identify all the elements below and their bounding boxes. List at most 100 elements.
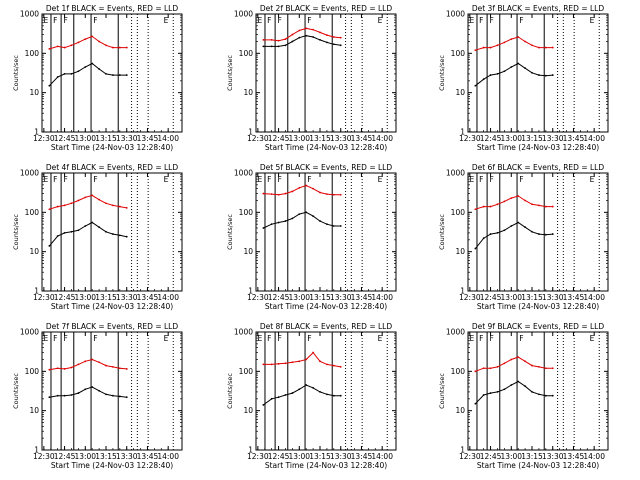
y-axis-label: Counts/sec <box>438 214 446 250</box>
x-tick-label: 13:45 <box>351 134 373 143</box>
data-point-events <box>125 235 128 238</box>
flag-label: F <box>93 334 97 343</box>
y-tick-label: 1 <box>34 446 39 455</box>
data-point-lld <box>91 194 94 197</box>
plot-frame <box>255 172 397 292</box>
y-axis-label: Counts/sec <box>226 214 234 250</box>
x-tick-label: 12:45 <box>268 134 290 143</box>
data-point-events <box>538 74 540 76</box>
panel-det-6: Det 6f BLACK = Events, RED = LLD 1 10 100 10… <box>438 163 609 311</box>
data-point-lld <box>496 365 499 368</box>
data-point-events <box>305 384 308 386</box>
plot-frame <box>467 331 609 451</box>
flag-label: E <box>469 175 474 184</box>
flag-label: F <box>519 16 523 25</box>
x-tick-label: 12:30 <box>247 293 269 302</box>
series-line-events <box>475 62 553 87</box>
x-tick-label: 12:45 <box>480 293 502 302</box>
data-point-lld <box>298 29 301 32</box>
data-point-events <box>270 45 273 48</box>
data-point-events <box>77 392 80 394</box>
data-point-events <box>339 44 342 47</box>
data-point-lld <box>277 362 280 365</box>
data-point-events <box>474 84 477 87</box>
data-point-events <box>56 394 59 397</box>
flag-label: F <box>307 16 311 25</box>
data-point-lld <box>305 184 308 187</box>
x-tick-label: 12:45 <box>480 452 502 461</box>
data-point-lld <box>312 351 315 354</box>
data-point-events <box>291 217 294 220</box>
x-tick-label: 12:45 <box>480 134 502 143</box>
y-tick-label: 1 <box>460 287 465 296</box>
data-point-lld <box>84 360 87 363</box>
flag-label: F <box>277 175 281 184</box>
data-point-events <box>319 220 321 222</box>
flag-label: E <box>378 175 383 184</box>
data-point-lld <box>70 202 73 205</box>
data-point-lld <box>496 203 499 206</box>
data-point-lld <box>98 198 101 201</box>
x-tick-label: 13:15 <box>521 452 543 461</box>
x-tick-label: 13:30 <box>116 293 138 302</box>
data-point-events <box>84 66 87 68</box>
x-tick-label: 13:15 <box>521 293 543 302</box>
data-point-lld <box>544 367 547 370</box>
y-tick-label: 10 <box>455 88 465 97</box>
x-tick-label: 13:45 <box>137 134 159 143</box>
y-axis-label: Counts/sec <box>438 373 446 409</box>
series-line-events <box>263 384 341 406</box>
flag-label: F <box>63 175 67 184</box>
data-point-events <box>118 395 121 398</box>
data-point-lld <box>319 360 321 363</box>
data-point-lld <box>489 205 492 208</box>
flag-label: F <box>267 334 271 343</box>
plot-frame <box>41 13 183 133</box>
data-point-events <box>118 74 121 76</box>
data-point-events <box>544 74 547 77</box>
series-line-events <box>475 221 553 249</box>
series-line-lld <box>475 356 553 372</box>
x-axis-label: Start Time (24-Nov-03 12:28:40) <box>265 143 387 152</box>
data-point-lld <box>339 193 342 196</box>
x-tick-label: 12:30 <box>459 452 481 461</box>
data-point-events <box>339 225 342 227</box>
plot-frame <box>255 13 397 133</box>
data-point-lld <box>517 36 520 38</box>
data-point-events <box>262 404 265 406</box>
data-point-lld <box>332 193 335 196</box>
data-point-events <box>551 74 554 76</box>
plot-frame <box>467 13 609 133</box>
flag-label: E <box>257 16 262 25</box>
x-tick-label: 12:45 <box>54 134 76 143</box>
panel-det-2: Det 2f BLACK = Events, RED = LLD 1 10 100 10… <box>226 4 397 152</box>
data-point-lld <box>312 28 315 31</box>
y-tick-label: 1000 <box>446 169 465 178</box>
data-point-lld <box>482 46 485 49</box>
series-line-events <box>49 221 127 247</box>
panel-title: Det 4f BLACK = Events, RED = LLD <box>46 163 179 172</box>
data-point-events <box>551 233 554 235</box>
data-point-events <box>105 393 107 396</box>
data-point-events <box>63 231 66 234</box>
data-point-events <box>270 397 273 400</box>
series-line-lld <box>263 27 341 42</box>
series-line-events <box>263 35 341 47</box>
data-point-lld <box>48 208 51 211</box>
data-point-events <box>125 74 128 76</box>
series-line-events <box>49 62 127 87</box>
data-point-events <box>510 384 513 386</box>
panel-title: Det 7f BLACK = Events, RED = LLD <box>46 322 179 331</box>
flag-label: E <box>43 16 48 25</box>
data-point-lld <box>339 36 342 39</box>
data-point-events <box>63 394 66 397</box>
x-tick-label: 14:00 <box>157 293 179 302</box>
data-point-events <box>105 230 107 233</box>
data-point-lld <box>503 41 506 44</box>
data-point-events <box>48 396 51 399</box>
data-point-events <box>112 74 114 76</box>
data-point-events <box>474 402 477 405</box>
x-tick-label: 14:00 <box>371 134 393 143</box>
data-point-lld <box>91 358 94 361</box>
data-point-events <box>482 237 485 240</box>
